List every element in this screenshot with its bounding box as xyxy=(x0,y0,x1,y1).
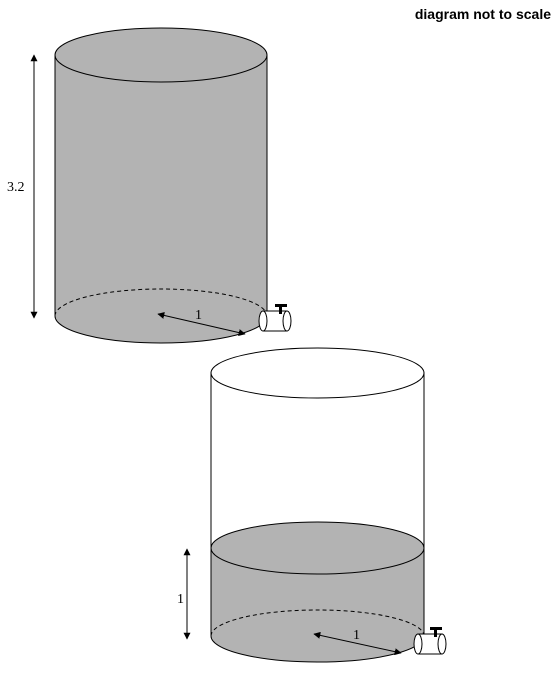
bottom-tank-rim xyxy=(210,347,425,399)
top-tank-base-hidden-edge xyxy=(54,288,268,317)
top-tank-lid xyxy=(54,27,268,83)
tap-icon xyxy=(413,627,447,655)
bottom-tank-base-hidden-edge xyxy=(210,609,425,637)
top-tank: 3.2 1 xyxy=(7,27,292,344)
bottom-height-label: 1 xyxy=(177,592,184,607)
top-radius-label: 1 xyxy=(195,308,202,323)
bottom-radius-label: 1 xyxy=(353,628,360,643)
tap-icon xyxy=(258,304,292,332)
top-radius-arrow xyxy=(157,312,246,336)
bottom-radius-arrow xyxy=(313,631,402,656)
bottom-tank: 1 1 xyxy=(177,347,447,663)
bottom-tank-empty-wall xyxy=(210,373,425,548)
top-height-label: 3.2 xyxy=(7,180,25,195)
bottom-tank-water-surface xyxy=(210,521,425,575)
diagram-note: diagram not to scale xyxy=(415,6,551,22)
top-tank-body xyxy=(54,54,268,344)
